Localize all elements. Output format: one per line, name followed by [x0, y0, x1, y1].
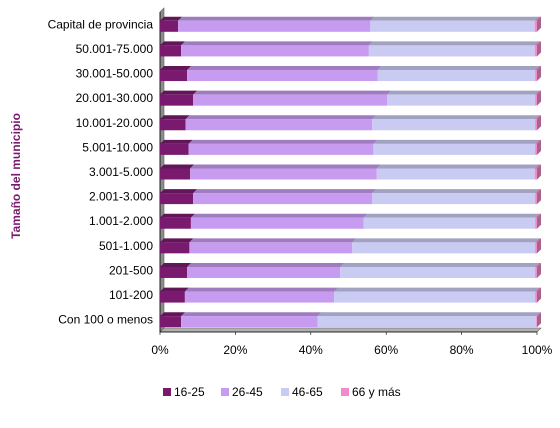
bar-segment	[160, 287, 189, 303]
x-tick-label: 0%	[151, 343, 169, 357]
bar-segment	[160, 115, 190, 131]
bar-segment	[377, 66, 540, 82]
bars	[160, 16, 541, 328]
legend-item: 46-65	[281, 385, 323, 399]
category-label: Capital de provincia	[48, 17, 154, 31]
bar-segment	[160, 90, 198, 106]
bar-segment	[352, 238, 540, 254]
legend-label: 16-25	[174, 385, 205, 399]
bar-segment	[184, 287, 339, 303]
bar-segment	[160, 66, 192, 82]
legend-label: 26-45	[232, 385, 263, 399]
legend-item: 26-45	[221, 385, 263, 399]
category-label: 5.001-10.000	[82, 140, 153, 154]
category-label: 10.001-20.000	[76, 116, 154, 130]
bar-segment	[160, 164, 195, 180]
x-axis-tick-labels: 0% 20% 40% 60% 80% 100%	[151, 332, 553, 357]
bar-segment	[534, 16, 541, 32]
bar-segment	[190, 213, 368, 229]
legend-item: 16-25	[163, 385, 205, 399]
bar-segment	[181, 312, 322, 328]
bar-segment	[189, 238, 357, 254]
bar-segment	[193, 189, 377, 205]
legend-swatch	[163, 388, 171, 396]
category-label: 30.001-50.000	[76, 67, 154, 81]
legend-item: 66 y más	[341, 385, 401, 399]
bar-segment	[187, 66, 382, 82]
bar-segment	[373, 139, 540, 155]
bar-segment	[160, 189, 198, 205]
x-tick-label: 60%	[374, 343, 398, 357]
x-tick-label: 100%	[522, 343, 553, 357]
legend: 16-25 26-45 46-65 66 y más	[163, 385, 401, 399]
category-label: 501-1.000	[99, 239, 153, 253]
y-axis-title: Tamaño del municipio	[9, 113, 23, 239]
bar-segment	[160, 139, 193, 155]
bar-segment	[160, 16, 183, 32]
bar-segment	[193, 90, 392, 106]
bar-segment	[181, 41, 373, 57]
floor	[159, 327, 542, 333]
bar-segment	[160, 238, 194, 254]
category-label: 101-200	[109, 288, 153, 302]
x-tick-label: 40%	[299, 343, 323, 357]
bar-segment	[535, 66, 541, 82]
bar-segment	[188, 139, 378, 155]
legend-swatch	[341, 388, 349, 396]
bar-segment	[535, 189, 541, 205]
bar-segment	[340, 262, 540, 278]
bar-segment	[160, 41, 186, 57]
bar-segment	[535, 115, 541, 131]
bar-segment	[536, 312, 541, 328]
category-label: 1.001-2.000	[89, 214, 153, 228]
bar-segment	[368, 41, 539, 57]
bar-segment	[178, 16, 375, 32]
bar-segment	[372, 115, 540, 131]
bar-segment	[535, 213, 541, 229]
bar-segment	[190, 164, 381, 180]
bar-segment	[185, 115, 377, 131]
bar-segment	[370, 16, 539, 32]
legend-swatch	[221, 388, 229, 396]
bar-segment	[160, 262, 192, 278]
bar-segment	[334, 287, 540, 303]
bar-segment	[363, 213, 540, 229]
category-label: 20.001-30.000	[76, 91, 154, 105]
category-label: 3.001-5.000	[89, 165, 153, 179]
bar-segment	[535, 139, 541, 155]
category-label: Con 100 o menos	[58, 313, 153, 327]
bar-segment	[535, 262, 541, 278]
category-label: 201-500	[109, 263, 153, 277]
bar-segment	[376, 164, 539, 180]
legend-label: 66 y más	[352, 385, 401, 399]
bar-segment	[387, 90, 540, 106]
bar-segment	[160, 213, 195, 229]
bar-segment	[535, 238, 541, 254]
bar-segment	[372, 189, 540, 205]
x-tick-label: 20%	[223, 343, 247, 357]
legend-swatch	[281, 388, 289, 396]
bar-segment	[317, 312, 541, 328]
legend-label: 46-65	[292, 385, 323, 399]
bar-segment	[535, 287, 541, 303]
category-label: 2.001-3.000	[89, 190, 153, 204]
bar-segment	[535, 90, 541, 106]
category-label: 50.001-75.000	[76, 42, 154, 56]
bar-segment	[187, 262, 345, 278]
bar-segment	[160, 312, 186, 328]
x-tick-label: 80%	[450, 343, 474, 357]
category-labels: Capital de provincia 50.001-75.000 30.001-…	[48, 17, 154, 326]
bar-segment	[534, 41, 541, 57]
bar-segment	[534, 164, 541, 180]
